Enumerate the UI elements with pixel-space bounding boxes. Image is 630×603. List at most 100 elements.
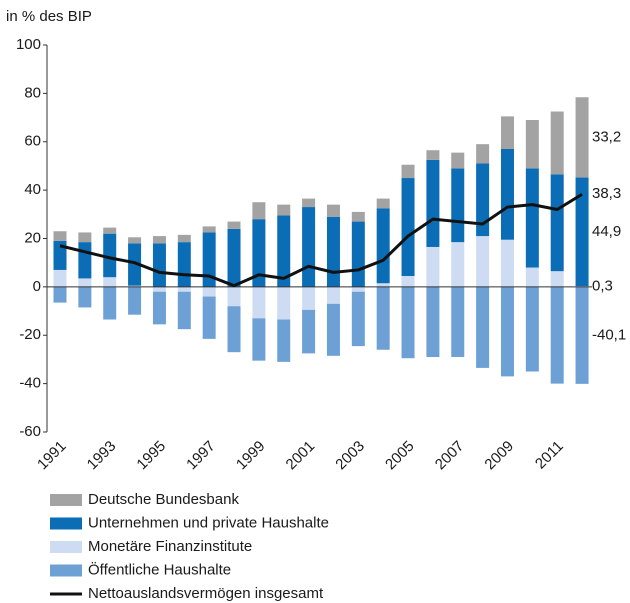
bar-segment xyxy=(177,242,191,287)
bar-segment xyxy=(302,198,316,208)
bar-segment xyxy=(376,286,390,350)
y-tick-label: 80 xyxy=(24,84,41,101)
bar-segment xyxy=(525,286,539,372)
bar-segment xyxy=(401,286,415,359)
x-tick-label: 2007 xyxy=(432,438,468,474)
bar-segment xyxy=(476,286,490,368)
x-tick-label: 1991 xyxy=(34,438,70,474)
bar-segment xyxy=(277,215,291,287)
bar-segment xyxy=(451,152,465,169)
bar-segment xyxy=(550,174,564,272)
bar-segment xyxy=(326,303,340,356)
x-tick-label: 2001 xyxy=(283,438,319,474)
bar-segment xyxy=(152,286,166,292)
bar-segment xyxy=(252,202,266,220)
bar-segment xyxy=(451,286,465,358)
bar-segment xyxy=(252,318,266,361)
bar-segment xyxy=(376,198,390,209)
x-tick-label: 2005 xyxy=(382,438,418,474)
bar-segment xyxy=(202,226,216,233)
bar-segment xyxy=(302,286,316,310)
bar-segment xyxy=(476,236,490,287)
bar-segment xyxy=(575,177,589,287)
legend-label: Unternehmen und private Haushalte xyxy=(88,514,329,531)
bar-segment xyxy=(500,149,514,240)
bar-segment xyxy=(302,207,316,287)
bar-segment xyxy=(227,228,241,287)
legend-swatch xyxy=(50,517,82,530)
bar-segment xyxy=(351,221,365,287)
y-tick-label: 20 xyxy=(24,229,41,246)
bar-segment xyxy=(53,269,67,287)
bar-segment xyxy=(401,178,415,276)
bar-segment xyxy=(252,219,266,287)
x-tick-label: 2011 xyxy=(532,438,567,473)
bar-segment xyxy=(550,111,564,175)
bar-segment xyxy=(78,242,92,279)
bar-segment xyxy=(227,286,241,307)
x-tick-label: 2003 xyxy=(332,438,368,474)
y-tick-label: 40 xyxy=(24,181,41,198)
bar-segment xyxy=(128,243,142,286)
bar-segment xyxy=(103,286,117,320)
y-tick-label: -40 xyxy=(19,375,41,392)
bar-segment xyxy=(550,286,564,384)
bar-segment xyxy=(202,296,216,339)
value-label: 44,9 xyxy=(592,223,621,240)
bar-segment xyxy=(78,232,92,243)
bar-segment xyxy=(128,285,142,287)
bar-segment xyxy=(376,208,390,284)
bar-segment xyxy=(53,231,67,241)
legend-swatch xyxy=(50,494,82,506)
y-axis-label: in % des BIP xyxy=(6,8,92,25)
y-tick-label: 100 xyxy=(16,36,41,53)
bar-segment xyxy=(78,286,92,308)
x-tick-label: 2009 xyxy=(481,438,517,474)
bar-segment xyxy=(426,246,440,287)
y-tick-label: 0 xyxy=(33,278,41,295)
bar-segment xyxy=(326,204,340,217)
bar-segment xyxy=(376,283,390,287)
legend-label: Öffentliche Haushalte xyxy=(88,560,231,578)
legend-swatch xyxy=(50,564,82,577)
value-label: 38,3 xyxy=(592,185,621,202)
y-tick-label: -20 xyxy=(19,326,41,343)
bar-segment xyxy=(227,306,241,353)
bar-segment xyxy=(53,286,67,303)
bar-segment xyxy=(78,278,92,287)
bar-segment xyxy=(451,168,465,243)
bar-segment xyxy=(550,271,564,287)
value-label: 0,3 xyxy=(592,277,613,294)
bar-segment xyxy=(128,237,142,244)
bar-segment xyxy=(152,243,166,287)
bar-segment xyxy=(277,286,291,320)
bar-segment xyxy=(277,319,291,362)
bar-segment xyxy=(53,240,67,270)
bar-segment xyxy=(302,309,316,354)
bar-segment xyxy=(326,216,340,287)
legend-label: Nettoauslandsvermögen insgesamt xyxy=(88,585,324,602)
x-tick-label: 1993 xyxy=(84,438,120,474)
bar-segment xyxy=(177,291,191,330)
value-label: 33,2 xyxy=(592,128,621,145)
bar-segment xyxy=(277,204,291,216)
y-tick-label: 60 xyxy=(24,133,41,150)
bar-segment xyxy=(152,236,166,244)
bar-segment xyxy=(525,267,539,287)
bar-segment xyxy=(500,239,514,287)
bar-segment xyxy=(252,286,266,319)
bar-segment xyxy=(500,116,514,150)
x-tick-label: 1999 xyxy=(233,438,269,474)
bar-segment xyxy=(401,164,415,179)
bar-segment xyxy=(575,97,589,178)
bar-segment xyxy=(351,211,365,222)
bar-segment xyxy=(401,275,415,287)
legend-label: Monetäre Finanzinstitute xyxy=(88,538,252,555)
bar-segment xyxy=(476,163,490,237)
legend-label: Deutsche Bundesbank xyxy=(88,491,239,508)
bar-segment xyxy=(326,286,340,304)
bar-segment xyxy=(351,286,365,292)
bar-segment xyxy=(227,221,241,229)
bar-segment xyxy=(202,232,216,287)
